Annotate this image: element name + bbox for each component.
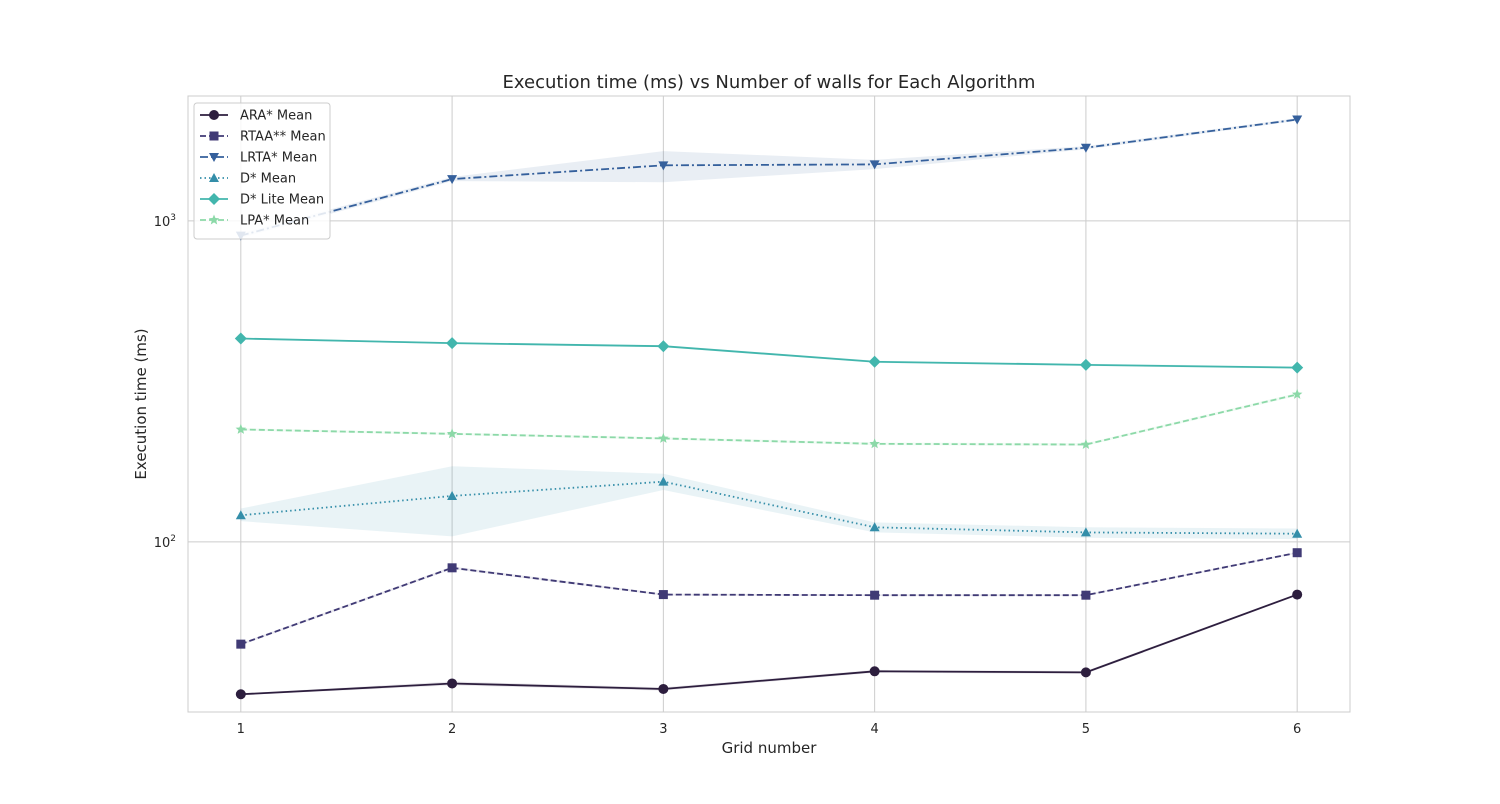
y-tick-label: 103 — [154, 213, 176, 230]
data-point-ara-mean — [1292, 589, 1303, 600]
data-point-rtaa-mean — [870, 590, 880, 600]
data-point-lpa-mean — [446, 428, 458, 439]
x-tick-label: 1 — [237, 722, 245, 737]
data-point-lpa-mean — [869, 438, 880, 449]
plot-area-background — [188, 96, 1350, 712]
line-layer — [234, 115, 1304, 700]
plot-area-frame — [187, 95, 1351, 713]
legend-marker-d-mean — [209, 173, 219, 182]
legend-marker-ara-mean — [209, 110, 219, 120]
chart-title: Execution time (ms) vs Number of walls f… — [503, 72, 1036, 93]
series-line-d-mean — [240, 480, 1298, 535]
series-line-d-lite-mean — [240, 337, 1298, 369]
y-axis-label: Execution time (ms) — [132, 328, 150, 479]
data-point-d-mean — [1080, 527, 1091, 537]
legend-label-rtaa-mean: RTAA** Mean — [240, 130, 326, 145]
series-line-rtaa-mean — [240, 551, 1298, 645]
series-line-lrta-mean — [240, 118, 1298, 237]
data-point-d-mean — [869, 522, 880, 532]
data-point-lpa-mean — [235, 423, 247, 434]
data-point-lrta-mean — [447, 175, 458, 185]
data-point-d-mean — [447, 490, 458, 500]
data-point-lrta-mean — [658, 161, 669, 171]
data-point-rtaa-mean — [1081, 590, 1091, 600]
data-point-ara-mean — [235, 689, 246, 700]
legend: ARA* Mean RTAA** Mean LRTA* Mean D* Mean D* … — [193, 102, 331, 240]
data-point-lrta-mean — [1292, 115, 1303, 125]
legend-marker-d-lite-mean — [208, 193, 220, 205]
data-point-d-mean — [658, 476, 669, 486]
legend-box — [193, 102, 331, 240]
data-point-rtaa-mean — [1292, 548, 1302, 558]
legend-label-ara-mean: ARA* Mean — [240, 109, 312, 124]
data-point-lpa-mean — [1080, 439, 1092, 449]
data-point-lrta-mean — [869, 160, 880, 170]
legend-marker-lrta-mean — [209, 153, 219, 162]
data-point-d-lite-mean — [234, 332, 247, 345]
data-point-lpa-mean — [1291, 388, 1303, 399]
x-axis-label: Grid number — [722, 739, 818, 757]
legend-label-lpa-mean: LPA* Mean — [240, 214, 309, 229]
legend-label-lrta-mean: LRTA* Mean — [240, 151, 317, 166]
x-tick-label: 5 — [1082, 722, 1090, 737]
band-rtaa-mean — [240, 551, 1298, 646]
data-point-d-lite-mean — [446, 337, 459, 350]
data-point-ara-mean — [1080, 667, 1091, 678]
series-line-ara-mean — [240, 593, 1298, 696]
data-point-d-mean — [1292, 528, 1303, 538]
data-point-d-lite-mean — [1291, 361, 1304, 374]
x-tick-label: 3 — [659, 722, 667, 737]
data-point-d-lite-mean — [868, 355, 881, 368]
band-d-mean — [240, 466, 1298, 540]
data-point-ara-mean — [869, 666, 880, 677]
data-point-rtaa-mean — [658, 590, 668, 600]
grid-layer — [188, 96, 1350, 712]
data-point-d-mean — [235, 510, 246, 520]
legend-marker-rtaa-mean — [209, 131, 219, 141]
tick-layer: 1 2 3 4 5 6 102 103 — [154, 213, 1302, 737]
x-tick-label: 4 — [870, 722, 878, 737]
y-tick-label: 102 — [154, 534, 176, 551]
data-point-rtaa-mean — [236, 639, 246, 649]
data-point-ara-mean — [447, 678, 458, 689]
series-line-lpa-mean — [240, 393, 1298, 446]
data-point-lrta-mean — [1080, 143, 1091, 153]
legend-label-d-lite-mean: D* Lite Mean — [240, 193, 324, 208]
data-point-rtaa-mean — [447, 563, 457, 573]
data-point-lpa-mean — [658, 432, 669, 443]
data-point-d-lite-mean — [1079, 358, 1092, 371]
data-point-d-lite-mean — [657, 340, 670, 353]
legend-marker-lpa-mean — [208, 214, 220, 225]
x-tick-label: 6 — [1293, 722, 1301, 737]
data-point-ara-mean — [658, 683, 669, 694]
legend-label-d-mean: D* Mean — [240, 172, 296, 187]
x-tick-label: 2 — [448, 722, 456, 737]
